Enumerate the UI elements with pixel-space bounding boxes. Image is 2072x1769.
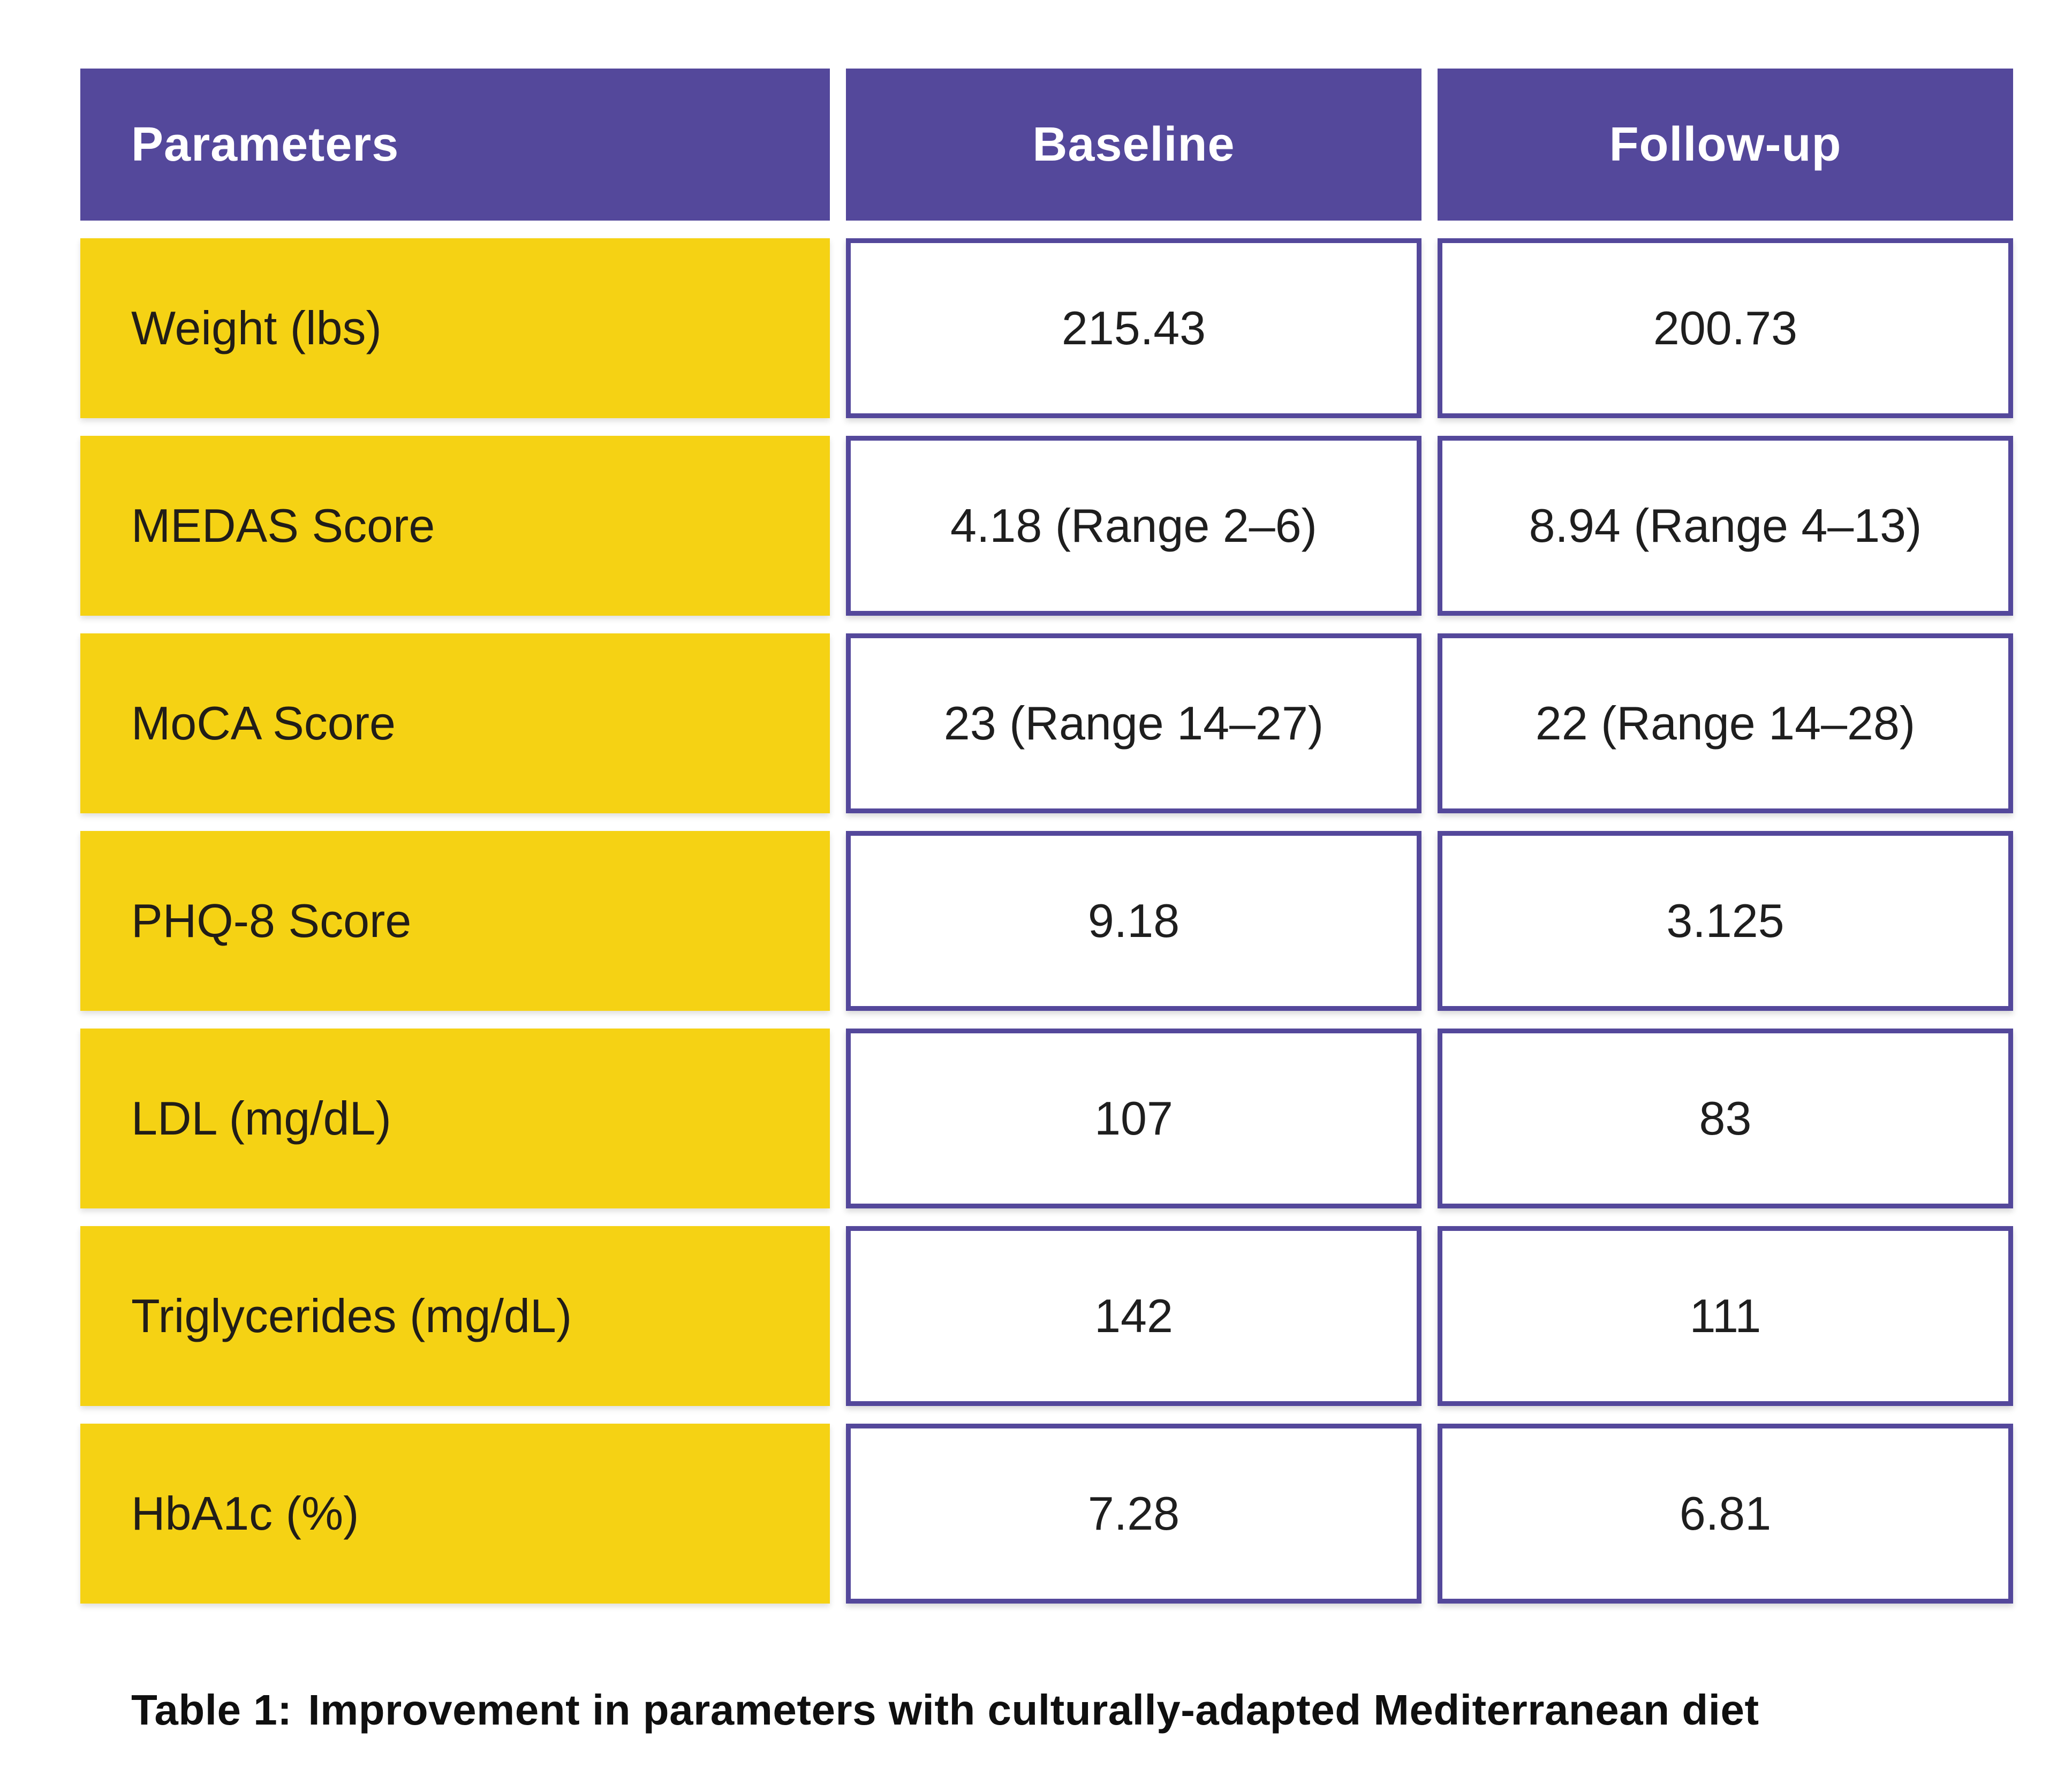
caption-label: Table 1:: [131, 1686, 292, 1734]
followup-value-ldl: 83: [1438, 1029, 2013, 1208]
followup-value-hba1c: 6.81: [1438, 1424, 2013, 1604]
baseline-value-medas: 4.18 (Range 2–6): [846, 436, 1421, 616]
followup-value-phq8: 3.125: [1438, 831, 2013, 1011]
followup-value-medas: 8.94 (Range 4–13): [1438, 436, 2013, 616]
row-label-ldl: LDL (mg/dL): [80, 1029, 830, 1208]
row-label-triglycerides: Triglycerides (mg/dL): [80, 1226, 830, 1406]
row-label-moca: MoCA Score: [80, 633, 830, 813]
table-caption: Table 1: Improvement in parameters with c…: [131, 1685, 1759, 1735]
caption-text: Improvement in parameters with culturall…: [308, 1686, 1759, 1734]
baseline-value-triglycerides: 142: [846, 1226, 1421, 1406]
baseline-value-weight: 215.43: [846, 238, 1421, 418]
row-label-phq8: PHQ-8 Score: [80, 831, 830, 1011]
baseline-value-phq8: 9.18: [846, 831, 1421, 1011]
row-label-hba1c: HbA1c (%): [80, 1424, 830, 1604]
baseline-value-ldl: 107: [846, 1029, 1421, 1208]
followup-value-moca: 22 (Range 14–28): [1438, 633, 2013, 813]
column-header-baseline: Baseline: [846, 69, 1421, 221]
baseline-value-moca: 23 (Range 14–27): [846, 633, 1421, 813]
followup-value-weight: 200.73: [1438, 238, 2013, 418]
parameters-table: Parameters Baseline Follow-up Weight (lb…: [80, 69, 2013, 1604]
column-header-followup: Follow-up: [1438, 69, 2013, 221]
row-label-medas: MEDAS Score: [80, 436, 830, 616]
row-label-weight: Weight (lbs): [80, 238, 830, 418]
baseline-value-hba1c: 7.28: [846, 1424, 1421, 1604]
column-header-parameters: Parameters: [80, 69, 830, 221]
followup-value-triglycerides: 111: [1438, 1226, 2013, 1406]
